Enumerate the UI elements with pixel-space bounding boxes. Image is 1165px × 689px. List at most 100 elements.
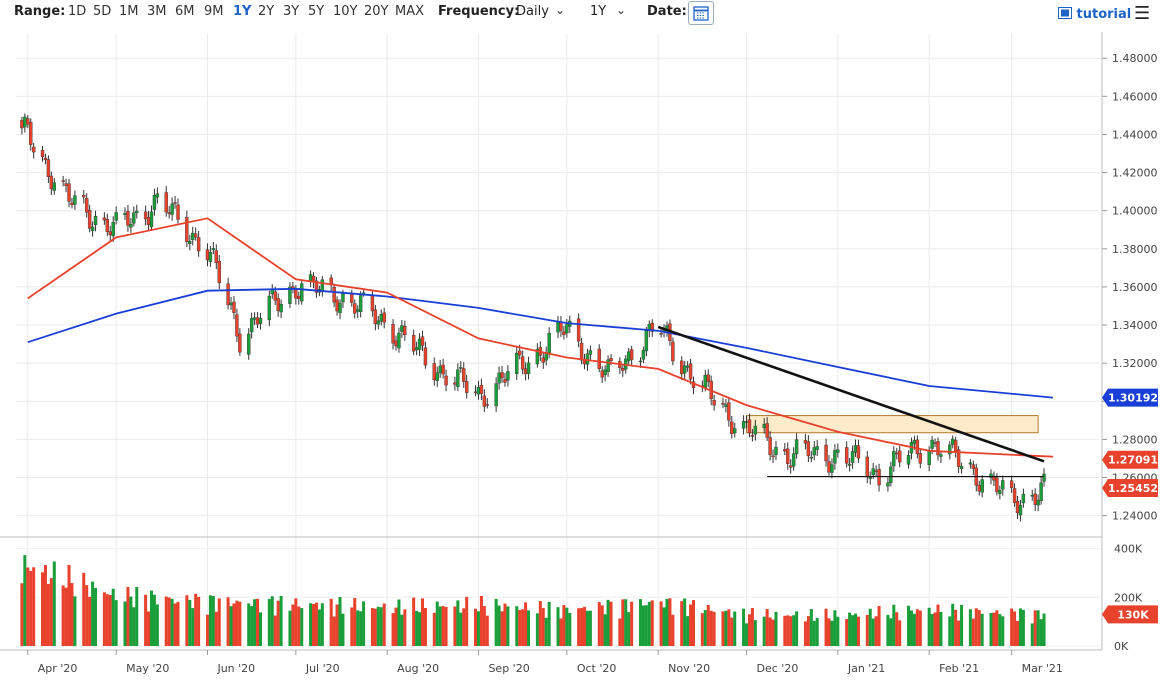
volume-bar (49, 578, 53, 646)
volume-bar (1036, 610, 1040, 646)
volume-bar (995, 610, 999, 646)
candle-body (897, 450, 902, 463)
volume-bar (912, 613, 916, 646)
chevron-down-icon[interactable]: ⌄ (555, 3, 566, 17)
range-9m[interactable]: 9M (204, 4, 224, 19)
volume-bar (320, 603, 324, 646)
volume-bar (43, 565, 47, 646)
volume-bar (453, 606, 457, 646)
volume-bar (662, 607, 666, 646)
volume-bar (998, 614, 1002, 646)
range-5y[interactable]: 5Y (308, 4, 325, 19)
range-6m[interactable]: 6M (175, 4, 195, 19)
volume-bar (500, 611, 504, 646)
candle-body (90, 226, 95, 231)
candle-body (565, 324, 569, 334)
range-3m[interactable]: 3M (147, 4, 167, 19)
volume-bar (256, 598, 260, 646)
volume-bar (403, 609, 407, 646)
candle-body (479, 384, 484, 394)
candle-body (146, 217, 151, 225)
ma-fast-last-label: 1.27091 (1108, 454, 1158, 467)
range-max[interactable]: MAX (395, 4, 425, 19)
candle-body (149, 211, 154, 228)
candle-body (276, 298, 280, 311)
volume-last-badge (1102, 605, 1158, 624)
candle-body (830, 464, 834, 473)
volume-bar (276, 600, 280, 646)
volume-bar (895, 612, 899, 646)
volume-bar (671, 614, 675, 646)
candle-body (235, 314, 239, 337)
candle-body (423, 347, 428, 366)
frequency-select[interactable]: Daily (516, 4, 549, 19)
candle-body (397, 332, 401, 349)
x-axis-tick-label: Aug '20 (397, 662, 439, 675)
candle-body (503, 379, 507, 383)
ma-slow-last-badge (1102, 388, 1158, 407)
range-1d[interactable]: 1D (68, 4, 87, 19)
volume-bar (250, 606, 254, 646)
volume-bar (527, 610, 531, 646)
candle-body (129, 224, 133, 228)
tutorial-link[interactable]: tutorial (1058, 7, 1131, 22)
volume-bar (370, 608, 374, 646)
range-5d[interactable]: 5D (93, 4, 112, 19)
volume-bar (1021, 609, 1025, 646)
chevron-down-icon[interactable]: ⌄ (616, 3, 627, 17)
volume-bar (397, 599, 401, 646)
volume-bar (889, 618, 893, 646)
y-axis-tick-label: 1.42000 (1112, 167, 1158, 180)
volume-bar (585, 610, 589, 646)
volume-axis-tick-label: 200K (1114, 591, 1143, 604)
candle-body (606, 359, 610, 372)
range-2y[interactable]: 2Y (258, 4, 275, 19)
volume-bar (621, 599, 625, 646)
volume-bar (989, 612, 993, 646)
volume-bar (865, 614, 869, 646)
candle-body (1021, 493, 1026, 504)
candle-body (998, 490, 1002, 494)
candle-body (638, 360, 643, 363)
candle-body (865, 456, 869, 477)
candle-body (912, 440, 917, 444)
candle-body (518, 350, 522, 356)
candle-body (579, 342, 584, 361)
volume-bar (1010, 608, 1014, 646)
volume-bar (423, 608, 427, 646)
candle-body (892, 451, 896, 467)
range-1m[interactable]: 1M (119, 4, 139, 19)
candle-body (812, 447, 816, 456)
range-1y[interactable]: 1Y (233, 4, 252, 19)
volume-bar (373, 608, 377, 646)
volume-bar (768, 617, 772, 646)
volume-bar (644, 605, 648, 646)
candle-body (989, 473, 993, 478)
range-10y[interactable]: 10Y (333, 4, 358, 19)
volume-bar (918, 610, 922, 646)
volume-bar (1033, 610, 1037, 646)
candle-body (809, 457, 814, 459)
volume-bar (441, 606, 445, 646)
range-3y[interactable]: 3Y (283, 4, 300, 19)
volume-bar (438, 606, 442, 646)
volume-bar (618, 618, 622, 646)
volume-bar (214, 611, 218, 646)
price-chart[interactable]: 1.48000 1.46000 1.44000 1.42000 1.40000 1.380… (0, 30, 1165, 689)
volume-bar (421, 598, 424, 646)
candle-body (176, 204, 180, 220)
candle-body (927, 450, 931, 466)
candle-body (556, 321, 560, 333)
hamburger-menu-icon[interactable]: ☰ (1134, 3, 1151, 24)
calendar-button[interactable] (688, 1, 714, 25)
volume-bar (1030, 623, 1034, 646)
x-axis-tick-label: Apr '20 (38, 662, 78, 675)
candle-body (765, 423, 769, 438)
volume-bar (191, 608, 195, 646)
candle-body (659, 333, 663, 335)
range-20y[interactable]: 20Y (364, 4, 389, 19)
candle-body (953, 440, 958, 452)
period-select[interactable]: 1Y (590, 4, 607, 19)
volume-bar (577, 608, 581, 646)
moving-average-fast (27, 217, 1053, 458)
